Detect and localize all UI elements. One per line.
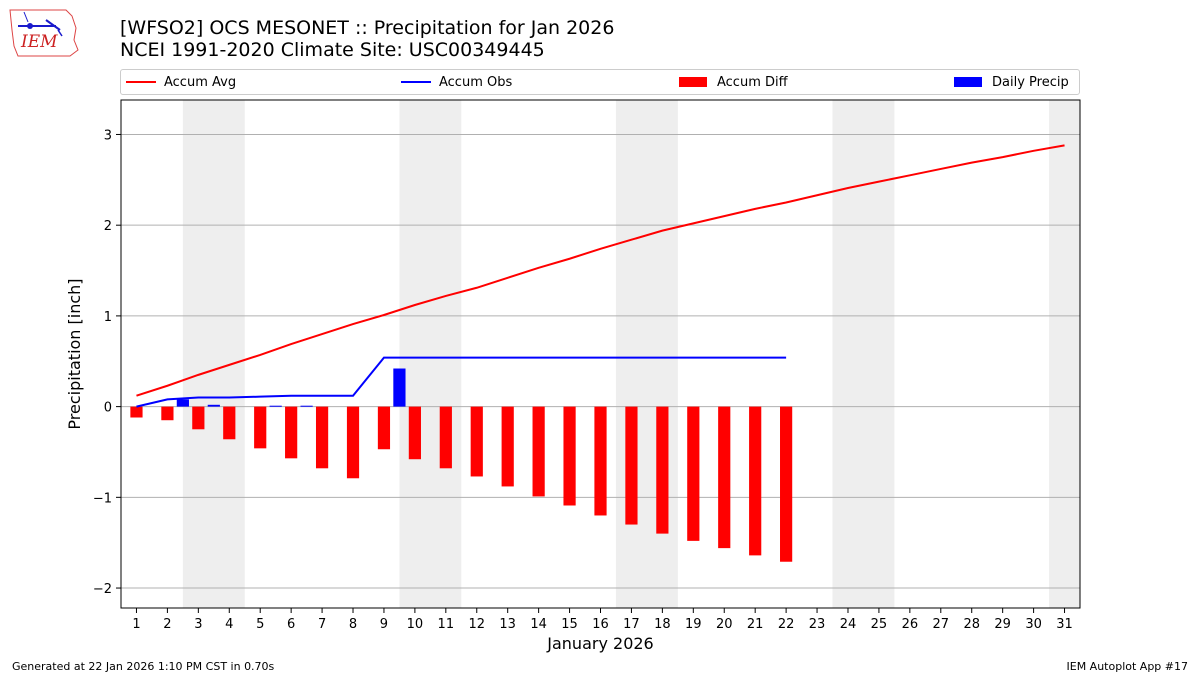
accum-diff-bar	[749, 406, 762, 556]
x-tick-label: 20	[716, 617, 733, 632]
legend-swatch	[954, 77, 982, 87]
accum-diff-bar	[285, 406, 298, 459]
logo-text: IEM	[21, 32, 58, 52]
legend-label: Accum Avg	[164, 74, 237, 90]
x-tick-label: 12	[468, 617, 485, 632]
accum-diff-bar	[501, 406, 514, 487]
legend-swatch	[401, 81, 431, 83]
weekend-band	[1049, 100, 1080, 608]
legend-item-daily-precip: Daily Precip	[954, 73, 1069, 91]
x-tick-label: 10	[407, 617, 424, 632]
x-tick-label: 22	[778, 617, 795, 632]
accum-diff-bar	[718, 406, 731, 549]
legend-swatch	[126, 81, 156, 83]
y-tick-label: 3	[104, 128, 112, 143]
weekend-band	[832, 100, 895, 608]
chart-title: [WFSO2] OCS MESONET :: Precipitation for…	[120, 17, 614, 61]
x-tick-label: 19	[685, 617, 702, 632]
x-tick-label: 15	[561, 617, 578, 632]
x-tick-label: 2	[163, 617, 171, 632]
accum-diff-bar	[439, 406, 452, 469]
x-tick-label: 13	[499, 617, 516, 632]
accum-diff-bar	[594, 406, 607, 516]
accum-diff-bar	[656, 406, 669, 534]
iowa-map-icon	[9, 9, 79, 57]
y-tick-label: −1	[93, 491, 112, 506]
accum-diff-bar	[563, 406, 576, 506]
x-tick-label: 25	[871, 617, 888, 632]
x-tick-label: 1	[132, 617, 140, 632]
y-tick-label: −2	[93, 582, 112, 597]
x-axis-label: January 2026	[546, 634, 653, 653]
accum-diff-bar	[780, 406, 793, 562]
accum-diff-bar	[532, 406, 545, 497]
title-line-2: NCEI 1991-2020 Climate Site: USC00349445	[120, 39, 545, 61]
weekend-band	[615, 100, 678, 608]
x-tick-label: 31	[1056, 617, 1073, 632]
legend-item-accum-diff: Accum Diff	[679, 73, 788, 91]
legend-item-accum-obs: Accum Obs	[401, 73, 512, 91]
title-line-1: [WFSO2] OCS MESONET :: Precipitation for…	[120, 17, 615, 39]
accum-diff-bar	[254, 406, 267, 449]
accum-avg-line	[136, 144, 1065, 397]
accum-diff-bar	[192, 406, 205, 430]
y-axis-label: Precipitation [inch]	[65, 278, 84, 429]
accum-obs-line	[136, 356, 787, 408]
x-tick-label: 11	[438, 617, 455, 632]
accum-diff-bar	[408, 406, 421, 460]
accum-diff-bar	[130, 406, 143, 418]
daily-precip-bar	[300, 405, 313, 407]
accum-diff-bar	[470, 406, 483, 477]
x-tick-label: 8	[349, 617, 357, 632]
accum-diff-bar	[346, 406, 360, 479]
x-tick-label: 18	[654, 617, 671, 632]
iem-logo: IEM	[8, 6, 80, 58]
y-tick-label: 1	[104, 310, 112, 325]
x-tick-label: 24	[840, 617, 857, 632]
accum-diff-bar	[625, 406, 638, 525]
x-tick-label: 27	[933, 617, 950, 632]
accum-diff-bar	[315, 406, 329, 469]
x-tick-label: 26	[902, 617, 919, 632]
legend: Accum Avg Accum Obs Accum Diff Daily Pre…	[120, 69, 1080, 95]
x-tick-label: 29	[994, 617, 1011, 632]
x-tick-label: 28	[963, 617, 980, 632]
x-tick-label: 23	[809, 617, 826, 632]
accum-diff-bar	[161, 406, 174, 421]
x-tick-label: 7	[318, 617, 326, 632]
daily-precip-bar	[176, 399, 189, 407]
legend-label: Accum Obs	[439, 74, 513, 90]
x-tick-label: 3	[194, 617, 202, 632]
x-tick-label: 30	[1025, 617, 1042, 632]
daily-precip-bar	[207, 404, 220, 407]
footer-generated: Generated at 22 Jan 2026 1:10 PM CST in …	[12, 660, 275, 673]
y-tick-label: 2	[104, 219, 112, 234]
x-tick-label: 6	[287, 617, 295, 632]
x-tick-label: 17	[623, 617, 640, 632]
weekend-band	[399, 100, 462, 608]
legend-swatch	[679, 77, 707, 87]
legend-label: Daily Precip	[992, 74, 1069, 90]
x-tick-label: 4	[225, 617, 233, 632]
accum-diff-bar	[223, 406, 236, 440]
x-tick-label: 16	[592, 617, 609, 632]
y-tick-label: 0	[104, 401, 112, 416]
x-tick-label: 14	[530, 617, 547, 632]
accum-diff-bar	[377, 406, 391, 450]
legend-item-accum-avg: Accum Avg	[126, 73, 236, 91]
daily-precip-bar	[269, 405, 282, 407]
accum-diff-bar	[687, 406, 700, 541]
footer-app: IEM Autoplot App #17	[1066, 660, 1189, 673]
weekend-band	[182, 100, 245, 608]
x-tick-label: 21	[747, 617, 764, 632]
daily-precip-bar	[393, 368, 406, 407]
legend-label: Accum Diff	[717, 74, 788, 90]
x-tick-label: 9	[380, 617, 388, 632]
x-tick-label: 5	[256, 617, 264, 632]
